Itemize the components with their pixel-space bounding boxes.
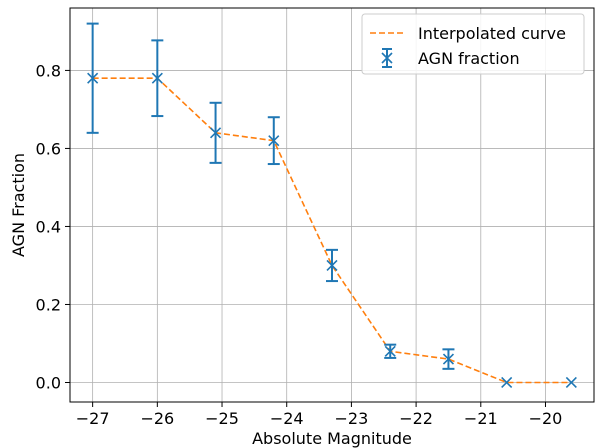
legend-x-marker: [381, 52, 393, 64]
legend-box: [361, 13, 585, 75]
x-marker: [442, 353, 455, 365]
y-tick-label: 0.8: [36, 61, 61, 80]
agn-fraction-point: [267, 116, 280, 166]
x-marker: [87, 72, 99, 84]
x-tick-label: −23: [335, 409, 369, 428]
y-tick-label: 0.4: [36, 217, 61, 236]
x-marker: [268, 135, 280, 147]
x-tick-label: −26: [140, 409, 174, 428]
x-tick-label: −20: [529, 409, 563, 428]
agn-fraction-point: [501, 376, 513, 389]
x-tick-label: −25: [205, 409, 239, 428]
agn-fraction-point: [86, 22, 99, 134]
x-marker: [151, 72, 163, 84]
x-marker: [501, 376, 513, 389]
y-tick-label: 0.2: [36, 295, 61, 314]
legend-label-agn-fraction: AGN fraction: [418, 49, 520, 68]
legend: Interpolated curve AGN fraction: [361, 13, 585, 75]
x-axis-label: Absolute Magnitude: [252, 429, 412, 448]
y-axis-label: AGN Fraction: [9, 153, 28, 257]
x-marker: [326, 259, 338, 272]
agn-fraction-point: [151, 39, 164, 118]
interpolated-curve-line: [92, 77, 572, 384]
agn-fraction-point: [209, 101, 222, 164]
x-tick-label: −27: [76, 409, 110, 428]
agn-fraction-point: [442, 348, 455, 370]
agn-fraction-point: [565, 376, 577, 389]
axis-ticks: −27 −26 −25 −24 −23 −22 −21 −20 0.0 0.2 0.4 0.6 0.8: [36, 61, 563, 428]
y-tick-label: 0.6: [36, 139, 61, 158]
y-tick-label: 0.0: [36, 373, 61, 392]
x-tick-label: −22: [399, 409, 433, 428]
x-tick-label: −21: [464, 409, 498, 428]
plot-content: [86, 22, 577, 389]
legend-label-interpolated-curve: Interpolated curve: [418, 24, 566, 43]
axes-frame: [69, 7, 595, 403]
legend-swatch-agn-fraction: [381, 48, 393, 68]
x-marker: [384, 345, 396, 357]
agn-fraction-point: [384, 343, 397, 359]
agn-fraction-point: [326, 248, 338, 283]
x-tick-label: −24: [270, 409, 304, 428]
x-marker: [209, 127, 222, 139]
x-marker: [565, 376, 577, 389]
